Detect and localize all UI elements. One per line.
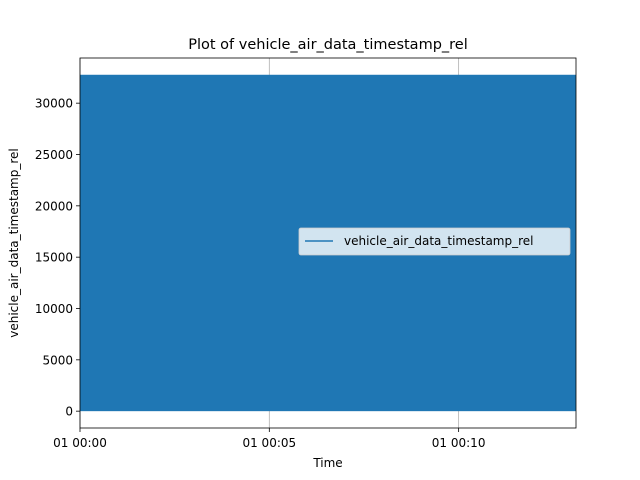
x-tick-label: 01 00:10 (432, 436, 486, 450)
x-tick-label: 01 00:00 (53, 436, 107, 450)
chart-title: Plot of vehicle_air_data_timestamp_rel (188, 37, 468, 53)
y-axis-ticks: 0 5000 10000 15000 20000 25000 30000 (35, 97, 80, 419)
y-tick-label: 0 (65, 405, 73, 419)
x-tick-label: 01 00:05 (242, 436, 296, 450)
legend-box (298, 227, 571, 256)
legend-entry-label: vehicle_air_data_timestamp_rel (344, 234, 534, 248)
axes-frame (79, 57, 577, 429)
x-axis-ticks: 01 00:00 01 00:05 01 00:10 (53, 428, 485, 450)
y-tick-label: 25000 (35, 148, 73, 162)
y-tick-label: 20000 (35, 199, 73, 213)
y-tick-label: 10000 (35, 302, 73, 316)
x-axis-label: Time (312, 456, 342, 470)
y-tick-label: 15000 (35, 251, 73, 265)
y-tick-label: 5000 (42, 353, 73, 367)
legend: vehicle_air_data_timestamp_rel (298, 227, 571, 256)
y-axis-label: vehicle_air_data_timestamp_rel (7, 148, 21, 338)
y-tick-label: 30000 (35, 97, 73, 111)
